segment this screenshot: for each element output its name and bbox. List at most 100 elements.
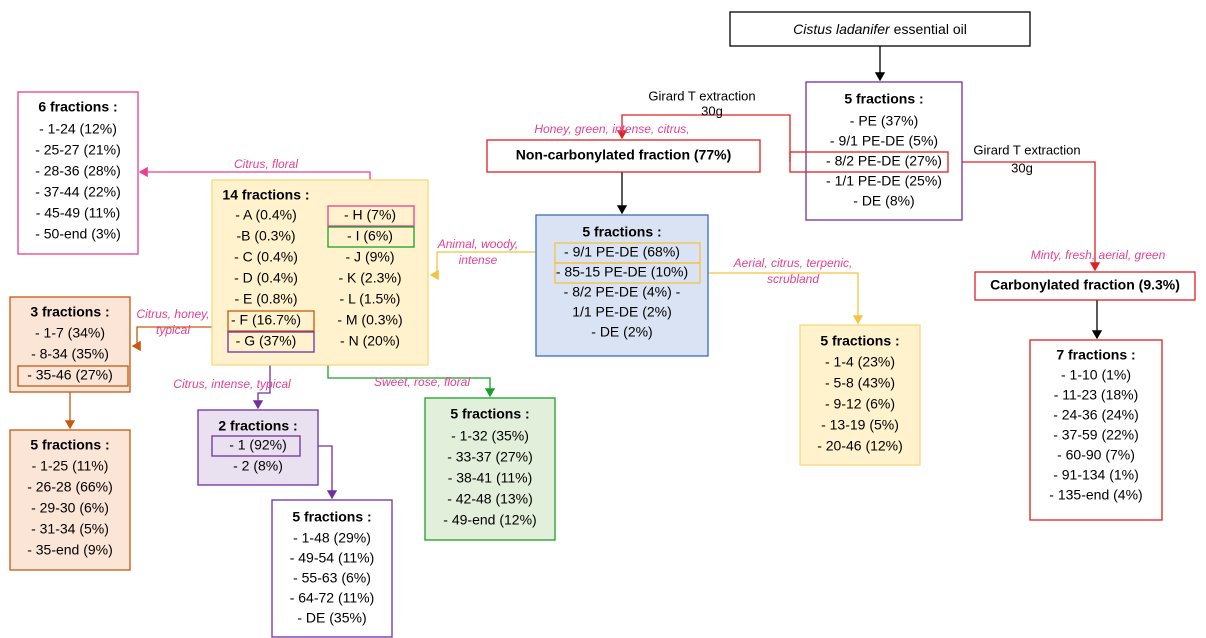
- fraction-item: - 1-4 (23%): [825, 354, 895, 370]
- box-title: 5 fractions :: [582, 224, 661, 240]
- extraction-amount: 30g: [1011, 160, 1033, 175]
- fraction-item: - 8/2 PE-DE (27%): [826, 153, 942, 169]
- fraction-item: - 26-28 (66%): [27, 479, 113, 495]
- fraction-box: [17, 91, 139, 255]
- fraction-item: - DE (35%): [297, 610, 366, 626]
- fraction-item: - H (7%): [344, 207, 396, 223]
- odor-descriptor: typical: [156, 323, 190, 337]
- fraction-item: - I (6%): [347, 228, 393, 244]
- fraction-item: 1/1 PE-DE (2%): [572, 304, 672, 320]
- fraction-item: - 42-48 (13%): [447, 491, 533, 507]
- fraction-item: - 1-10 (1%): [1061, 367, 1131, 383]
- fraction-item: - 64-72 (11%): [290, 590, 375, 606]
- fraction-item: - G (37%): [236, 333, 297, 349]
- box-title: Carbonylated fraction (9.3%): [990, 277, 1180, 293]
- fraction-item: - 1-25 (11%): [32, 458, 109, 474]
- box-title: 5 fractions :: [820, 333, 899, 349]
- odor-descriptor: Citrus, honey,: [136, 307, 209, 321]
- species: Cistus ladanifer: [793, 21, 891, 37]
- fraction-box: [9, 296, 131, 393]
- highlight-box: [211, 435, 301, 457]
- highlight-box: [327, 226, 415, 248]
- extraction-1: Girard T extraction 30g Girard T extract…: [648, 88, 1080, 175]
- fraction-item: - C (0.4%): [234, 249, 298, 265]
- fraction-box: [799, 324, 921, 466]
- source-rest: essential oil: [894, 21, 967, 37]
- box-title: 6 fractions :: [38, 99, 117, 115]
- odor-descriptor: Animal, woody,: [437, 237, 518, 251]
- arrow: [616, 114, 791, 162]
- fraction-item: - 1-32 (35%): [451, 428, 529, 444]
- fraction-box: [805, 81, 963, 221]
- fraction-box: [9, 429, 131, 571]
- box-title: Non-carbonylated fraction (77%): [516, 147, 731, 163]
- source-label: Cistus ladanifer essential oil: [793, 21, 967, 37]
- box-title: 5 fractions :: [30, 437, 109, 453]
- fraction-item: - 1/1 PE-DE (25%): [826, 173, 942, 189]
- fraction-item: - 13-19 (5%): [821, 417, 899, 433]
- fraction-box: [271, 499, 393, 638]
- fraction-box: [197, 409, 319, 486]
- fraction-item: - A (0.4%): [235, 207, 296, 223]
- fraction-item: - 135-end (4%): [1049, 487, 1142, 503]
- fraction-item: - 24-36 (24%): [1053, 407, 1139, 423]
- odor-descriptor: Aerial, citrus, terpenic,: [733, 256, 853, 270]
- fraction-item: - 49-54 (11%): [290, 550, 375, 566]
- fraction-item: - 37-44 (22%): [35, 184, 121, 200]
- fraction-item: - 1 (92%): [229, 437, 287, 453]
- odor-descriptor: Citrus, intense, typical: [173, 377, 291, 391]
- highlight-box: [554, 262, 701, 284]
- fraction-item: - N (20%): [340, 333, 400, 349]
- box-title: 14 fractions :: [222, 187, 309, 203]
- fraction-item: - DE (8%): [853, 193, 914, 209]
- fraction-item: - 29-30 (6%): [31, 500, 109, 516]
- fraction-item: - 8-34 (35%): [31, 346, 109, 362]
- highlight-box: [327, 205, 415, 227]
- fraction-item: - 11-23 (18%): [1054, 387, 1139, 403]
- fraction-box: [486, 139, 761, 173]
- box-title: 3 fractions :: [30, 304, 109, 320]
- fraction-item: - 1-24 (12%): [39, 121, 117, 137]
- fraction-item: - 38-41 (11%): [448, 470, 533, 486]
- fraction-item: - 35-46 (27%): [27, 367, 113, 383]
- fraction-item: - 28-36 (28%): [35, 163, 121, 179]
- extraction-amount: 30g: [701, 103, 723, 118]
- fraction-item: - 9/1 PE-DE (5%): [830, 133, 938, 149]
- fraction-box: [211, 179, 429, 366]
- fraction-box: [1029, 339, 1163, 521]
- fraction-item: - 50-end (3%): [35, 226, 121, 242]
- odor-descriptor: intense: [459, 253, 498, 267]
- odor-descriptor: Minty, fresh, aerial, green: [1031, 248, 1166, 262]
- fraction-item: - 31-34 (5%): [31, 521, 109, 537]
- fraction-item: - 33-37 (27%): [447, 449, 533, 465]
- fraction-item: - 8/2 PE-DE (4%) -: [564, 284, 681, 300]
- fraction-item: - 9/1 PE-DE (68%): [564, 244, 680, 260]
- fraction-box: [535, 214, 709, 357]
- fraction-item: - E (0.8%): [234, 291, 297, 307]
- odor-descriptor: Citrus, floral: [234, 157, 298, 171]
- fraction-item: - D (0.4%): [234, 270, 298, 286]
- fraction-item: - DE (2%): [591, 324, 652, 340]
- highlight-box: [227, 310, 315, 332]
- fraction-item: - 35-end (9%): [27, 542, 113, 558]
- fraction-item: - 5-8 (43%): [825, 375, 895, 391]
- box-title: 5 fractions :: [450, 406, 529, 422]
- fraction-item: - 1-48 (29%): [293, 530, 371, 546]
- arrow: [700, 272, 864, 325]
- fraction-item: - K (2.3%): [338, 270, 401, 286]
- fraction-item: - 45-49 (11%): [36, 205, 121, 221]
- odor-descriptor: scrubland: [767, 272, 819, 286]
- arrow: [429, 251, 555, 281]
- arrow: [948, 161, 1101, 272]
- fraction-item: - J (9%): [346, 249, 395, 265]
- extraction-label: Girard T extraction: [648, 88, 755, 103]
- fraction-item: - 9-12 (6%): [825, 396, 895, 412]
- fraction-box: [424, 397, 556, 541]
- box-title: 2 fractions :: [218, 418, 297, 434]
- fraction-item: - 2 (8%): [233, 458, 283, 474]
- fraction-item: - 20-46 (12%): [817, 438, 903, 454]
- fraction-item: - 55-63 (6%): [293, 570, 371, 586]
- extraction-label: Girard T extraction: [973, 142, 1080, 157]
- box-title: 5 fractions :: [292, 509, 371, 525]
